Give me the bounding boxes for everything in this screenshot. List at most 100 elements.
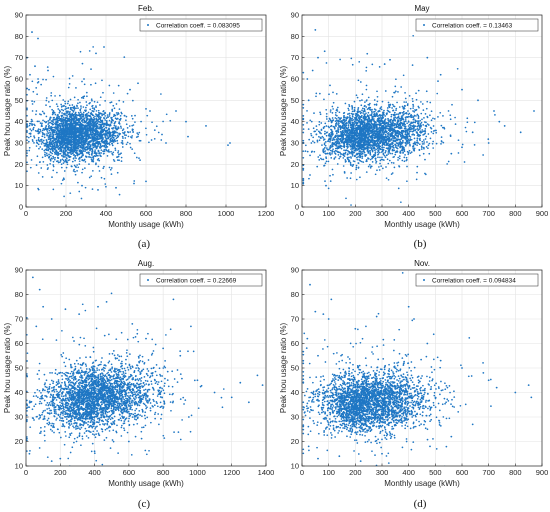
- data-point: [97, 165, 100, 168]
- data-point: [157, 131, 160, 134]
- data-point: [97, 145, 99, 147]
- data-point: [91, 143, 94, 146]
- data-point: [389, 152, 392, 155]
- data-point: [434, 129, 436, 132]
- data-point: [449, 118, 452, 121]
- data-point: [98, 137, 101, 140]
- data-point: [94, 151, 97, 153]
- data-point: [112, 132, 115, 135]
- data-point: [77, 111, 80, 114]
- data-point: [28, 140, 30, 143]
- data-point: [51, 137, 53, 140]
- data-point: [410, 151, 413, 153]
- data-point: [107, 150, 110, 153]
- data-point: [120, 152, 122, 155]
- data-point: [412, 103, 414, 106]
- data-point: [336, 114, 338, 117]
- data-point: [365, 106, 368, 108]
- data-point: [33, 100, 36, 103]
- data-point: [81, 120, 83, 122]
- data-point: [332, 125, 335, 128]
- data-point: [359, 176, 361, 179]
- data-point: [64, 130, 67, 132]
- data-point: [62, 142, 65, 144]
- data-point: [77, 117, 80, 120]
- data-point: [62, 153, 65, 155]
- data-point: [131, 148, 134, 150]
- data-point: [92, 46, 95, 48]
- data-point: [31, 110, 34, 112]
- data-point: [42, 119, 44, 122]
- data-point: [60, 150, 63, 153]
- data-point: [416, 125, 419, 128]
- data-point: [411, 128, 414, 130]
- data-point: [94, 149, 96, 151]
- data-point: [38, 120, 40, 123]
- data-point: [101, 113, 103, 116]
- data-point: [131, 128, 134, 131]
- data-point: [379, 142, 382, 145]
- data-point: [73, 168, 75, 171]
- data-point: [75, 157, 77, 160]
- data-point: [71, 127, 73, 129]
- data-point: [47, 138, 50, 141]
- data-point: [412, 147, 415, 150]
- data-point: [84, 167, 86, 169]
- data-point: [69, 141, 71, 143]
- data-point: [409, 152, 412, 155]
- data-point: [413, 128, 415, 131]
- data-point: [64, 156, 66, 158]
- data-point: [363, 139, 366, 141]
- data-point: [74, 138, 76, 141]
- x-tick-label: 200: [60, 209, 73, 218]
- data-point: [342, 157, 345, 159]
- data-point: [399, 121, 402, 124]
- data-point: [429, 137, 432, 140]
- data-point: [71, 75, 74, 77]
- data-point: [332, 101, 335, 104]
- data-point: [325, 112, 328, 115]
- data-point: [385, 112, 388, 115]
- data-point: [59, 152, 62, 155]
- data-point: [33, 142, 35, 144]
- data-point: [412, 116, 414, 119]
- data-point: [95, 163, 97, 166]
- data-point: [347, 109, 350, 111]
- data-point: [73, 125, 75, 127]
- data-point: [89, 115, 92, 118]
- data-point: [74, 165, 77, 168]
- data-point: [432, 147, 435, 149]
- data-point: [409, 107, 412, 110]
- data-point: [424, 138, 427, 140]
- data-point: [85, 142, 88, 144]
- data-point: [321, 135, 324, 138]
- data-point: [49, 105, 51, 108]
- data-point: [422, 130, 425, 133]
- data-point: [349, 152, 351, 155]
- data-point: [185, 120, 187, 123]
- data-point: [368, 125, 371, 128]
- data-point: [353, 100, 356, 103]
- data-point: [85, 126, 88, 128]
- data-point: [334, 144, 336, 146]
- data-point: [40, 211, 42, 213]
- data-point: [30, 129, 33, 132]
- data-point: [404, 142, 407, 144]
- data-point: [398, 155, 401, 157]
- data-point: [402, 110, 405, 113]
- data-point: [389, 119, 392, 122]
- data-point: [381, 146, 384, 148]
- data-point: [330, 120, 333, 123]
- data-point: [53, 143, 56, 146]
- data-points: [302, 29, 535, 206]
- data-point: [71, 109, 74, 112]
- data-point: [99, 146, 101, 148]
- data-point: [310, 142, 313, 144]
- data-point: [161, 133, 163, 136]
- data-point: [54, 95, 56, 97]
- data-point: [334, 156, 337, 158]
- data-point: [47, 146, 49, 149]
- data-point: [466, 117, 469, 120]
- data-point: [388, 136, 390, 139]
- data-point: [98, 123, 100, 126]
